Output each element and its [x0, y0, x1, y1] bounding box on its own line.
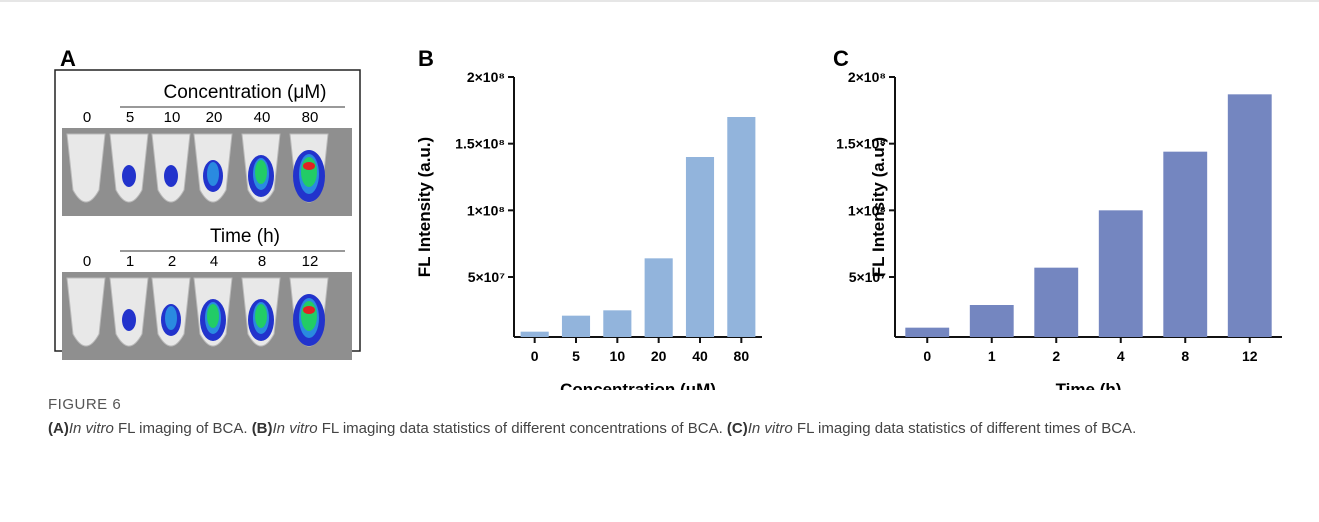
tube	[66, 277, 106, 347]
y-tick-label: 5×10⁷	[849, 269, 887, 285]
tube	[66, 133, 106, 203]
x-axis-label: Time (h)	[1056, 380, 1122, 390]
panel-a-title: Concentration (μM)	[163, 82, 326, 103]
bar	[603, 310, 632, 337]
caption-run: In vitro	[272, 420, 318, 437]
bar	[969, 305, 1014, 337]
bar	[905, 327, 950, 337]
bar	[644, 258, 673, 337]
bar	[727, 117, 756, 337]
tube-label: 5	[126, 109, 134, 126]
tube-label: 12	[302, 253, 319, 270]
caption-run: (B)	[251, 420, 273, 437]
signal	[303, 306, 315, 314]
caption-run: FL imaging data statistics of different …	[792, 420, 1137, 437]
panel-label: A	[60, 46, 76, 71]
panel-label: C	[833, 46, 849, 71]
caption: (A)In vitro FL imaging of BCA. (B)In vit…	[48, 418, 1278, 440]
signal	[164, 165, 178, 187]
x-tick-label: 8	[1181, 348, 1189, 364]
panel-a-title: Time (h)	[210, 226, 280, 247]
x-tick-label: 20	[651, 348, 667, 364]
y-tick-label: 2×10⁸	[467, 69, 505, 85]
signal	[255, 304, 267, 328]
x-tick-label: 4	[1117, 348, 1125, 364]
bar	[1098, 210, 1143, 337]
tube-label: 0	[83, 109, 91, 126]
tube-label: 1	[126, 253, 134, 270]
x-tick-label: 12	[1242, 348, 1258, 364]
x-tick-label: 2	[1052, 348, 1060, 364]
figure-label: FIGURE 6	[48, 396, 122, 413]
tube-label: 8	[258, 253, 266, 270]
caption-run: In vitro	[68, 420, 114, 437]
bar	[1227, 94, 1272, 337]
bar	[561, 315, 591, 337]
caption-run: (A)	[48, 420, 69, 437]
tube-label: 10	[164, 109, 181, 126]
panel-a-images: 0 5 10 20 40 800 1 2 4 8 12	[62, 109, 352, 360]
signal	[207, 162, 219, 186]
y-tick-label: 1.5×10⁸	[836, 136, 886, 152]
bar	[685, 157, 715, 337]
y-axis-label: FL Intensity (a.u.)	[869, 137, 888, 277]
signal	[301, 301, 317, 331]
bar	[1034, 267, 1079, 337]
caption-run: (C)	[726, 420, 748, 437]
tube-label: 4	[210, 253, 218, 270]
caption-run: FL imaging data statistics of different …	[317, 420, 727, 437]
x-tick-label: 5	[572, 348, 580, 364]
y-tick-label: 2×10⁸	[848, 69, 886, 85]
x-tick-label: 0	[923, 348, 931, 364]
signal	[122, 165, 136, 187]
y-tick-label: 1×10⁸	[848, 202, 886, 218]
bar	[1163, 151, 1208, 337]
signal	[165, 306, 177, 330]
x-axis-label: Concentration (μM)	[560, 380, 716, 390]
signal	[207, 304, 219, 328]
signal	[301, 157, 317, 187]
caption-run: In vitro	[747, 420, 793, 437]
tube-label: 2	[168, 253, 176, 270]
tube-label: 0	[83, 253, 91, 270]
y-tick-label: 1×10⁸	[467, 202, 505, 218]
signal	[122, 309, 136, 331]
x-tick-label: 10	[610, 348, 626, 364]
x-tick-label: 80	[734, 348, 750, 364]
signal	[255, 160, 267, 184]
x-tick-label: 0	[531, 348, 539, 364]
tube-label: 40	[254, 109, 271, 126]
y-axis-label: FL Intensity (a.u.)	[415, 137, 434, 277]
y-tick-label: 1.5×10⁸	[455, 136, 505, 152]
bar	[520, 331, 549, 337]
x-tick-label: 1	[988, 348, 996, 364]
y-tick-label: 5×10⁷	[468, 269, 506, 285]
figure: A B C Concentration (μM) Time (h) 0 5 10 20…	[0, 0, 1319, 390]
tube-label: 80	[302, 109, 319, 126]
x-tick-label: 40	[692, 348, 708, 364]
signal	[303, 162, 315, 170]
caption-run: FL imaging of BCA.	[113, 420, 252, 437]
tube-label: 20	[206, 109, 223, 126]
panel-label: B	[418, 46, 434, 71]
